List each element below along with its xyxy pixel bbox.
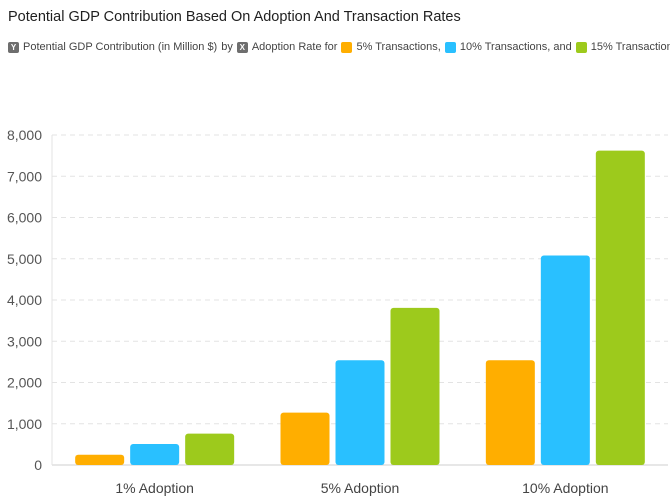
bar[interactable] (485, 360, 535, 465)
y-tick-label: 1,000 (7, 416, 42, 432)
by-text: by (221, 41, 233, 53)
y-tick-label: 3,000 (7, 333, 42, 349)
bar[interactable] (390, 307, 440, 465)
legend-swatch-5pct (341, 41, 353, 53)
y-tick-label: 0 (34, 457, 42, 473)
bar[interactable] (540, 255, 590, 465)
x-axis-description: Adoption Rate for (251, 41, 338, 53)
legend-label-15pct[interactable]: 15% Transactions (590, 41, 670, 53)
x-category-label: 5% Adoption (321, 480, 400, 496)
y-tick-label: 8,000 (7, 127, 42, 143)
chart-title: Potential GDP Contribution Based On Adop… (8, 9, 461, 25)
bar[interactable] (185, 433, 235, 465)
y-tick-label: 2,000 (7, 375, 42, 391)
y-tick-label: 5,000 (7, 251, 42, 267)
bar[interactable] (130, 443, 180, 465)
y-tick-label: 7,000 (7, 168, 42, 184)
bar-series (75, 150, 645, 466)
legend-label-10pct[interactable]: 10% Transactions, and (459, 41, 572, 53)
y-tick-label: 4,000 (7, 292, 42, 308)
y-axis-badge-icon: Y (8, 41, 19, 53)
y-axis-description: Potential GDP Contribution (in Million $… (23, 41, 218, 53)
y-tick-label: 6,000 (7, 210, 42, 226)
bar[interactable] (75, 454, 125, 465)
legend-swatch-10pct (444, 41, 456, 53)
bar[interactable] (280, 412, 330, 465)
x-category-label: 1% Adoption (115, 480, 194, 496)
x-axis-badge-icon: X (236, 41, 248, 53)
y-axis-ticks: 0 1,000 2,000 3,000 4,000 5,000 6,000 7,000 8,00… (7, 127, 42, 473)
legend-swatch-15pct (575, 41, 587, 53)
legend-label-5pct[interactable]: 5% Transactions, (356, 41, 441, 53)
bar[interactable] (335, 360, 385, 465)
x-category-label: 10% Adoption (522, 480, 608, 496)
chart-subtitle: Y Potential GDP Contribution (in Million… (8, 39, 670, 55)
bar[interactable] (595, 150, 645, 466)
x-axis-categories: 1% Adoption 5% Adoption 10% Adoption (115, 480, 608, 496)
